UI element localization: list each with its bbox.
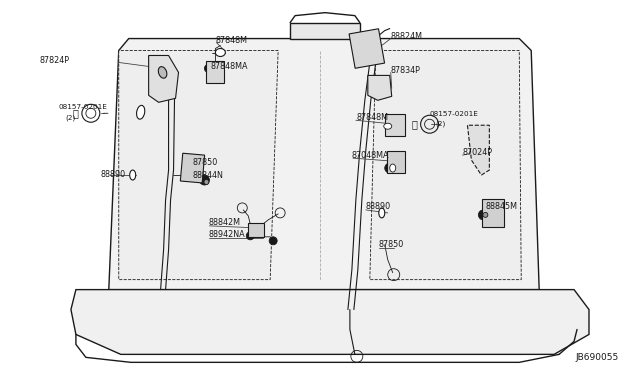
Text: 88824M: 88824M	[391, 32, 423, 41]
Text: 88942NA: 88942NA	[209, 230, 245, 239]
Text: JB690055: JB690055	[575, 353, 619, 362]
Circle shape	[385, 163, 395, 173]
Ellipse shape	[384, 123, 392, 129]
Ellipse shape	[136, 105, 145, 119]
Text: (2): (2)	[65, 114, 76, 121]
Polygon shape	[290, 23, 360, 39]
Ellipse shape	[204, 180, 209, 185]
Ellipse shape	[158, 67, 167, 78]
Text: 88844N: 88844N	[193, 170, 223, 180]
Circle shape	[269, 237, 277, 245]
Text: 88842M: 88842M	[209, 218, 241, 227]
Text: 88890: 88890	[366, 202, 391, 211]
Ellipse shape	[483, 212, 488, 217]
Bar	[248, 223, 264, 237]
Text: 87850: 87850	[379, 240, 404, 249]
Polygon shape	[368, 76, 392, 100]
Bar	[180, 153, 205, 183]
Ellipse shape	[390, 164, 396, 172]
Circle shape	[375, 82, 385, 92]
Circle shape	[156, 65, 170, 79]
Text: 87850: 87850	[193, 158, 218, 167]
Bar	[385, 114, 404, 136]
Text: 87848MA: 87848MA	[211, 62, 248, 71]
Text: (2): (2)	[436, 121, 446, 128]
Circle shape	[360, 39, 374, 52]
Text: 87848M: 87848M	[216, 36, 248, 45]
Circle shape	[200, 175, 209, 185]
Circle shape	[246, 232, 254, 240]
Text: Ⓡ: Ⓡ	[412, 119, 417, 129]
Circle shape	[364, 42, 370, 48]
Circle shape	[204, 64, 212, 73]
Text: 08157-0201E: 08157-0201E	[59, 104, 108, 110]
Polygon shape	[148, 55, 179, 102]
Text: 88890: 88890	[101, 170, 126, 179]
Text: Ⓡ: Ⓡ	[73, 108, 79, 118]
Polygon shape	[109, 39, 539, 290]
Text: 88845M: 88845M	[485, 202, 517, 211]
Polygon shape	[71, 290, 589, 355]
Bar	[483, 199, 504, 227]
Ellipse shape	[216, 48, 225, 57]
Ellipse shape	[379, 208, 385, 218]
Text: 87048MA: 87048MA	[352, 151, 389, 160]
Text: 87834P: 87834P	[391, 66, 420, 75]
Polygon shape	[467, 125, 490, 175]
Circle shape	[474, 143, 483, 153]
Polygon shape	[370, 51, 521, 280]
Bar	[207, 61, 225, 83]
Text: 87024P: 87024P	[463, 148, 492, 157]
Text: 87848M: 87848M	[357, 113, 389, 122]
Bar	[349, 29, 385, 68]
Text: 08157-0201E: 08157-0201E	[429, 111, 479, 117]
Circle shape	[355, 33, 379, 58]
Text: 87824P: 87824P	[40, 56, 70, 65]
Circle shape	[479, 210, 488, 220]
Polygon shape	[119, 51, 278, 280]
Bar	[387, 151, 404, 173]
Ellipse shape	[130, 170, 136, 180]
